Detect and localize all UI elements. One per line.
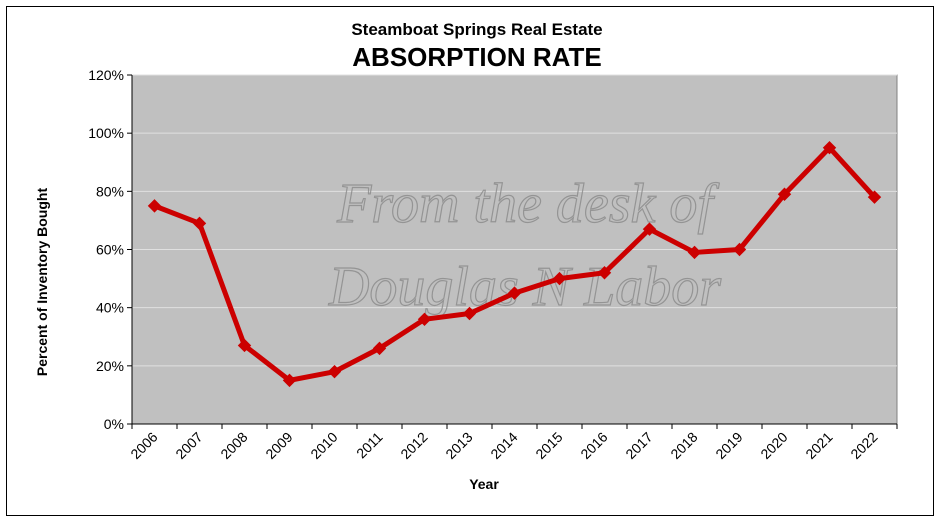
grid-lines [132,74,897,367]
axes [127,74,898,429]
data-point-2007 [192,216,207,231]
x-tick-label: 2022 [847,429,880,462]
data-point-2015 [552,271,567,286]
y-tick-label: 120% [88,67,124,83]
y-tick-label: 60% [96,242,124,258]
data-point-2020 [777,187,792,201]
y-tick-label: 40% [96,300,124,316]
data-point-2006 [147,199,162,213]
y-axis-label: Percent of Inventory Bought [34,188,50,377]
watermark-line-2: Douglas N Labor [328,256,721,318]
x-tick-label: 2015 [532,429,565,462]
data-point-2012 [417,312,432,327]
data-point-2019 [732,242,747,257]
watermark: From the desk of Douglas N Labor [327,172,721,318]
data-point-2008 [237,338,252,353]
data-point-2016 [597,266,612,280]
data-point-2022 [867,190,882,204]
x-tick-label: 2007 [172,429,205,462]
watermark-line-1: From the desk of [336,173,720,235]
x-tick-label: 2021 [802,429,835,462]
x-tick-label: 2017 [622,429,655,462]
data-point-2011 [372,341,387,356]
data-point-2017 [642,222,657,236]
y-tick-labels: 0% 20% 40% 60% 80% 100% 120% [88,67,124,432]
x-tick-label: 2008 [217,429,250,462]
data-point-2009 [282,373,297,388]
chart-subtitle: Steamboat Springs Real Estate [351,20,602,39]
data-point-2014 [507,286,522,300]
x-tick-label: 2016 [577,429,610,462]
chart-title: ABSORPTION RATE [352,42,601,72]
x-tick-label: 2009 [262,429,295,462]
x-tick-label: 2010 [307,429,340,462]
x-tick-label: 2014 [487,429,520,462]
y-tick-label: 20% [96,358,124,374]
y-tick-label: 0% [104,416,124,432]
x-tick-label: 2011 [353,429,386,462]
x-tick-label: 2018 [667,429,700,462]
x-tick-label: 2020 [757,429,790,462]
x-tick-label: 2012 [397,429,430,462]
data-point-2021 [822,141,837,155]
data-point-2018 [687,245,702,260]
y-tick-label: 100% [88,125,124,141]
x-tick-label: 2019 [712,429,745,462]
data-point-2013 [462,306,477,321]
x-tick-label: 2006 [127,429,160,462]
series-absorption-rate [147,141,882,388]
y-tick-label: 80% [96,183,124,199]
x-tick-label: 2013 [442,429,475,462]
x-axis-label: Year [469,476,499,492]
x-tick-labels: 2006 2007 2008 2009 2010 2011 2012 2013 2014 2015… [127,429,880,462]
data-point-2010 [327,364,342,379]
